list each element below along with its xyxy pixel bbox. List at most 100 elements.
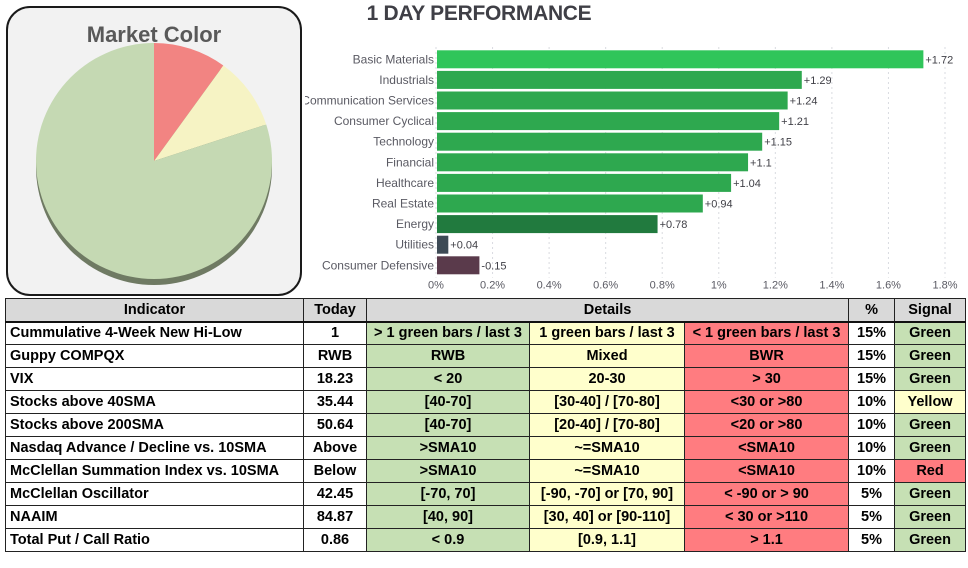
today-value: RWB	[303, 344, 367, 368]
indicator-name: Stocks above 200SMA	[5, 413, 304, 437]
category-label: Communication Services	[305, 94, 434, 108]
yellow-criteria: ~=SMA10	[529, 459, 685, 483]
green-criteria: [40-70]	[366, 390, 530, 414]
pie-slice-red	[154, 43, 224, 161]
today-value: 1	[303, 321, 367, 345]
pie-title: Market Color	[86, 22, 222, 47]
weight-percent: 15%	[848, 367, 896, 391]
pie-slice-yellow	[154, 65, 267, 161]
chart-title: 1 DAY PERFORMANCE	[366, 2, 592, 25]
yellow-criteria: ~=SMA10	[529, 436, 685, 460]
category-label: Consumer Defensive	[322, 258, 434, 272]
indicator-table: Indicator Today Details % Signal Cummula…	[5, 298, 967, 552]
table-row: NAAIM 84.87 [40, 90] [30, 40] or [90-110] < …	[5, 505, 967, 529]
x-tick-label: 1%	[711, 280, 727, 292]
table-row: Total Put / Call Ratio 0.86 < 0.9 [0.9, 1.1…	[5, 528, 967, 552]
bar-real-estate	[437, 194, 703, 213]
yellow-criteria: 20-30	[529, 367, 685, 391]
signal-value: Green	[894, 413, 967, 437]
weight-percent: 10%	[848, 413, 896, 437]
bar-communication-services	[437, 91, 788, 110]
red-criteria: < 1 green bars / last 3	[683, 321, 850, 345]
today-value: Above	[303, 436, 367, 460]
green-criteria: [-70, 70]	[366, 482, 530, 506]
bar-chart-svg: 0% 0.2% 0.4% 0.6% 0.8% 1% 1.2% 1.4% 1.6% 1.8% Basi…	[305, 47, 958, 292]
signal-value: Green	[894, 321, 967, 345]
category-label: Consumer Cyclical	[334, 114, 434, 128]
signal-value: Green	[894, 367, 967, 391]
pie-slice-green	[36, 43, 273, 279]
x-tick-label: 0%	[428, 280, 444, 292]
weight-percent: 5%	[848, 528, 896, 552]
weight-percent: 10%	[848, 459, 896, 483]
indicator-name: Guppy COMPQX	[5, 344, 304, 368]
yellow-criteria: [30, 40] or [90-110]	[529, 505, 685, 529]
x-tick-label: 1.6%	[876, 280, 901, 292]
table-row: Guppy COMPQX RWB RWB Mixed BWR 15% Green	[5, 344, 967, 368]
red-criteria: <SMA10	[683, 459, 850, 483]
green-criteria: >SMA10	[366, 436, 530, 460]
x-tick-label: 0.2%	[480, 280, 505, 292]
red-criteria: <SMA10	[683, 436, 850, 460]
yellow-criteria: [-90, -70] or [70, 90]	[529, 482, 685, 506]
bar-utilities	[437, 235, 449, 254]
indicator-name: NAAIM	[5, 505, 304, 529]
bar-healthcare	[437, 173, 732, 192]
bar-value-label: +1.15	[764, 137, 792, 149]
table-header-row: Indicator Today Details % Signal	[5, 298, 967, 323]
signal-value: Green	[894, 436, 967, 460]
green-criteria: [40, 90]	[366, 505, 530, 529]
table-row: McClellan Oscillator 42.45 [-70, 70] [-90, …	[5, 482, 967, 506]
red-criteria: < -90 or > 90	[683, 482, 850, 506]
bar-consumer-cyclical	[437, 112, 780, 131]
bar-technology	[437, 132, 763, 151]
indicator-name: Cummulative 4-Week New Hi-Low	[5, 321, 304, 345]
x-tick-label: 1.8%	[932, 280, 957, 292]
x-tick-label: 1.2%	[763, 280, 788, 292]
category-label: Financial	[386, 155, 434, 169]
bar-value-label: +1.04	[733, 178, 761, 190]
bar-value-label: +1.72	[925, 54, 953, 66]
green-criteria: [40-70]	[366, 413, 530, 437]
signal-value: Yellow	[894, 390, 967, 414]
bar-value-label: +0.94	[705, 199, 733, 211]
bar-value-label: -0.15	[481, 260, 506, 272]
table-row: Cummulative 4-Week New Hi-Low 1 > 1 green …	[5, 321, 967, 345]
today-value: 84.87	[303, 505, 367, 529]
red-criteria: > 1.1	[683, 528, 850, 552]
green-criteria: RWB	[366, 344, 530, 368]
header-today: Today	[303, 298, 367, 323]
yellow-criteria: [30-40] / [70-80]	[529, 390, 685, 414]
indicator-name: McClellan Summation Index vs. 10SMA	[5, 459, 304, 483]
table-row: Stocks above 40SMA 35.44 [40-70] [30-40] / …	[5, 390, 967, 414]
header-signal: Signal	[894, 298, 967, 323]
category-label: Real Estate	[372, 197, 434, 211]
weight-percent: 10%	[848, 390, 896, 414]
signal-value: Green	[894, 505, 967, 529]
x-tick-label: 1.4%	[819, 280, 844, 292]
today-value: 42.45	[303, 482, 367, 506]
green-criteria: >SMA10	[366, 459, 530, 483]
bar-value-label: +0.04	[450, 240, 478, 252]
indicator-name: McClellan Oscillator	[5, 482, 304, 506]
category-label: Energy	[396, 217, 434, 231]
category-label: Healthcare	[376, 176, 434, 190]
weight-percent: 15%	[848, 321, 896, 345]
market-color-pie	[36, 43, 273, 285]
weight-percent: 10%	[848, 436, 896, 460]
indicator-name: VIX	[5, 367, 304, 391]
weight-percent: 5%	[848, 505, 896, 529]
red-criteria: <30 or >80	[683, 390, 850, 414]
table-row: Stocks above 200SMA 50.64 [40-70] [20-40] /…	[5, 413, 967, 437]
yellow-criteria: 1 green bars / last 3	[529, 321, 685, 345]
signal-value: Red	[894, 459, 967, 483]
bar-basic-materials	[437, 50, 924, 69]
x-tick-label: 0.6%	[593, 280, 618, 292]
category-label: Basic Materials	[353, 52, 434, 66]
today-value: 50.64	[303, 413, 367, 437]
category-label: Industrials	[379, 73, 434, 87]
red-criteria: BWR	[683, 344, 850, 368]
indicator-name: Nasdaq Advance / Decline vs. 10SMA	[5, 436, 304, 460]
signal-value: Green	[894, 344, 967, 368]
signal-value: Green	[894, 482, 967, 506]
